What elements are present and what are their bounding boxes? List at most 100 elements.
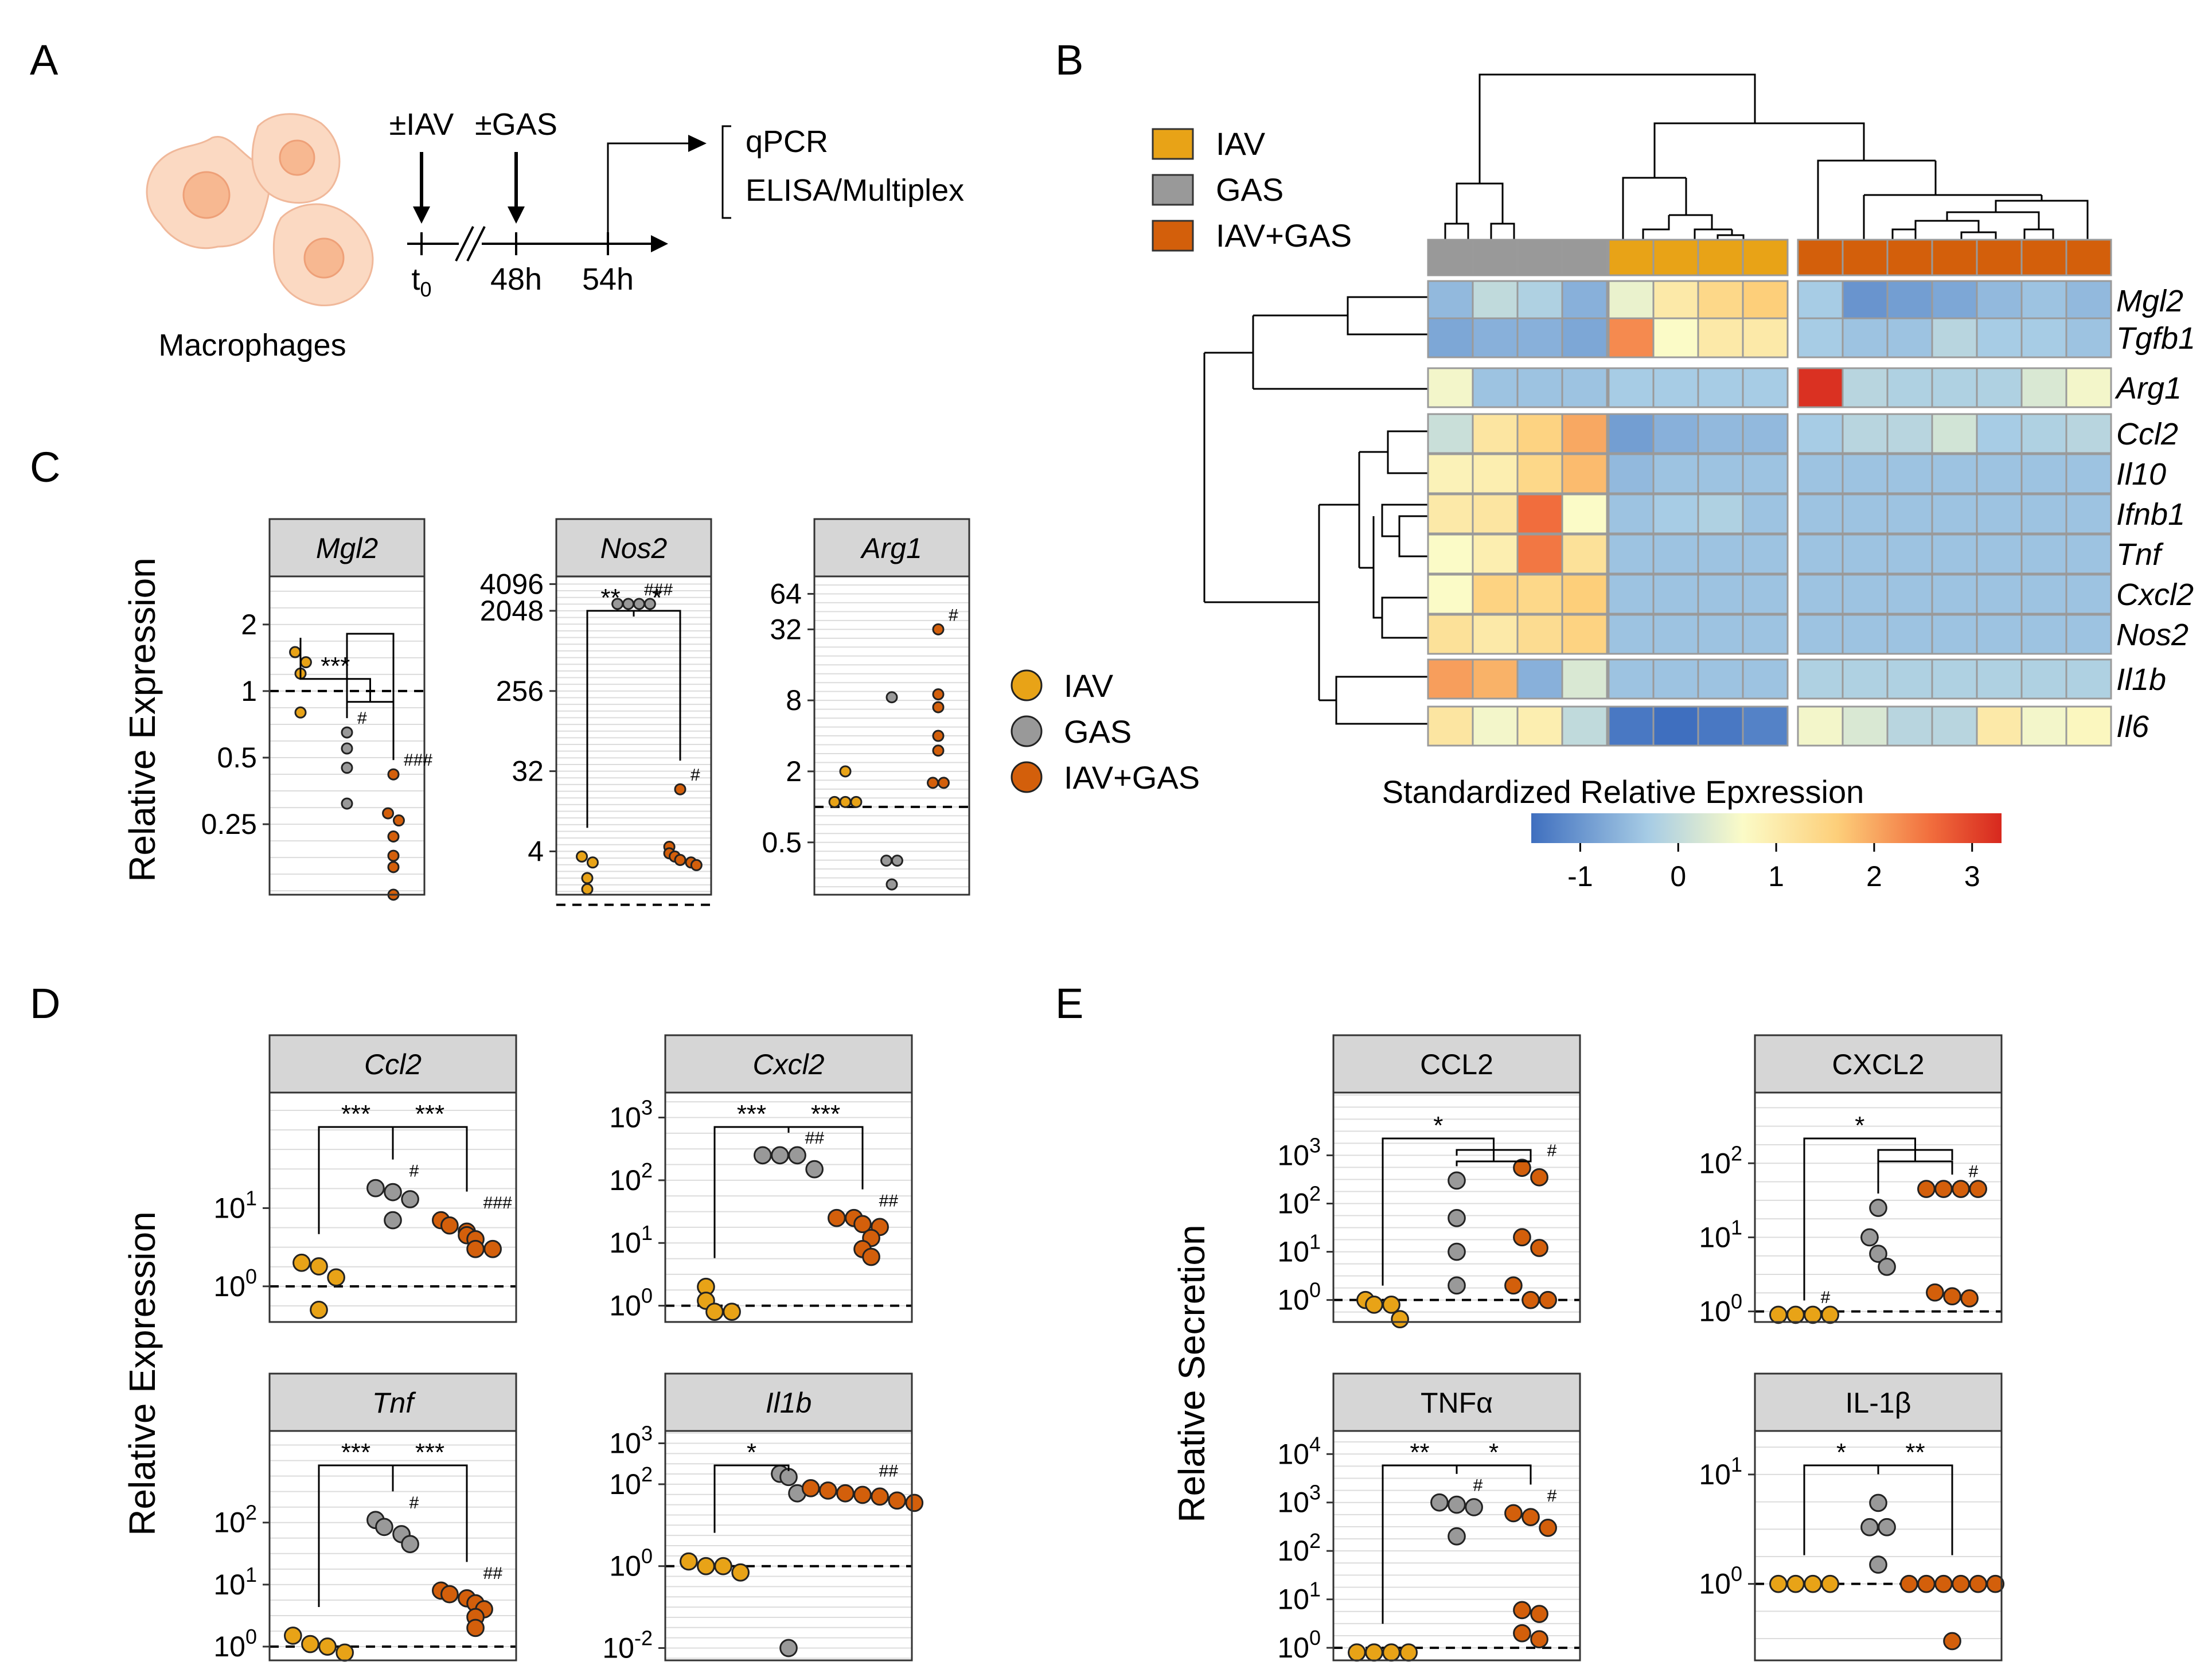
- heatmap-group-annotation-cell: [1472, 239, 1519, 276]
- panel-a-schematic: Macrophages ±IAV ±GAS t0 48h 54h qPCR EL…: [146, 107, 964, 362]
- heatmap-cell: [1652, 658, 1699, 700]
- significance-label: ***: [415, 1100, 444, 1128]
- data-point: [1769, 1574, 1788, 1593]
- heatmap-legend-iav: IAV: [1216, 126, 1266, 162]
- y-tick-label: 100: [1277, 1626, 1321, 1664]
- facet-cxcl2: CXCL2 100 101 102 * # #: [1699, 1034, 2003, 1328]
- hash-label: #: [690, 766, 700, 785]
- data-point: [1869, 1555, 1887, 1574]
- heatmap-cell: [1797, 533, 1844, 575]
- facet-title: Ccl2: [364, 1048, 422, 1081]
- heatmap-cell: [1608, 614, 1655, 655]
- macrophages-label: Macrophages: [158, 328, 346, 362]
- data-point: [581, 883, 594, 895]
- heatmap-group-annotation-cell: [1561, 239, 1608, 276]
- data-point: [1448, 1276, 1466, 1295]
- panel-label-a: A: [30, 36, 58, 84]
- heatmap-group-annotation-cell: [1842, 239, 1889, 276]
- data-point: [888, 1491, 907, 1510]
- heatmap-group-annotation-cell: [1886, 239, 1933, 276]
- y-tick-label: 101: [1699, 1215, 1742, 1253]
- comparison-bracket: [1877, 1149, 1953, 1180]
- data-point: [788, 1146, 806, 1165]
- data-point: [705, 1302, 724, 1321]
- heatmap-cell: [1976, 413, 2023, 454]
- heatmap-cell: [1561, 413, 1608, 454]
- data-point: [1348, 1643, 1366, 1662]
- y-tick-label: 100: [213, 1265, 257, 1302]
- comparison-bracket: [1382, 1464, 1458, 1624]
- data-point: [891, 855, 903, 867]
- heatmap-legend-gas: GAS: [1216, 171, 1283, 208]
- data-point: [885, 878, 898, 891]
- data-point: [674, 783, 686, 795]
- data-point: [1943, 1287, 1961, 1306]
- heatmap-gene-label: Arg1: [2115, 371, 2182, 405]
- heatmap-cell: [1652, 367, 1699, 408]
- data-point: [697, 1557, 715, 1575]
- plot-frame: [268, 575, 426, 896]
- y-tick-label: 4: [528, 835, 544, 867]
- heatmap-cell: [1742, 658, 1789, 700]
- y-tick-label: 32: [512, 755, 544, 787]
- heatmap-cell: [1472, 280, 1519, 321]
- heatmap-cell: [2020, 413, 2067, 454]
- heatmap-cell: [1742, 453, 1789, 494]
- heatmap-cell: [1561, 658, 1608, 700]
- data-point: [1943, 1632, 1961, 1651]
- data-point: [723, 1302, 741, 1321]
- data-point: [335, 1643, 354, 1662]
- heatmap-cell: [1652, 493, 1699, 535]
- facet-strip: [664, 1372, 913, 1432]
- heatmap-cell: [2020, 453, 2067, 494]
- data-point: [1899, 1574, 1918, 1593]
- y-tick-label: 100: [1277, 1278, 1321, 1316]
- heatmap-cell: [1931, 574, 1978, 615]
- heatmap-cell: [1561, 453, 1608, 494]
- heatmap-cell: [1886, 533, 1933, 575]
- data-point: [1539, 1290, 1557, 1309]
- significance-label: *: [1836, 1438, 1846, 1467]
- heatmap-cell: [1931, 317, 1978, 358]
- data-point: [1969, 1180, 1987, 1198]
- y-tick-label: 2: [241, 609, 257, 641]
- heatmap-cell: [1886, 493, 1933, 535]
- heatmap-cell: [1472, 533, 1519, 575]
- panel-e-ylabel: Relative Secretion: [1171, 1224, 1212, 1522]
- plot-frame: [1754, 1430, 2003, 1662]
- significance-label: ***: [321, 652, 350, 680]
- heatmap-cell: [1427, 658, 1474, 700]
- heatmap-cell: [1886, 453, 1933, 494]
- heatmap-cell: [1516, 493, 1563, 535]
- significance-label: ***: [415, 1438, 444, 1467]
- data-point: [1934, 1574, 1953, 1593]
- t0-label: t: [411, 262, 420, 297]
- data-point: [1530, 1168, 1548, 1187]
- comparison-bracket: [713, 1464, 790, 1533]
- heatmap-cell: [1886, 705, 1933, 747]
- data-point: [932, 730, 945, 742]
- comparison-bracket: [346, 633, 395, 746]
- heatmap-cell: [1931, 614, 1978, 655]
- colorbar-tick-label: -1: [1567, 860, 1593, 892]
- heatmap-cell: [1561, 533, 1608, 575]
- t48-label: 48h: [490, 262, 542, 297]
- heatmap-cell: [1931, 413, 1978, 454]
- heatmap-gene-label: Il6: [2116, 709, 2149, 744]
- heatmap-cell: [1472, 574, 1519, 615]
- heatmap-cell: [1608, 705, 1655, 747]
- heatmap-cell: [1886, 574, 1933, 615]
- comparison-bracket: [346, 701, 395, 760]
- y-tick-label: 100: [213, 1625, 257, 1663]
- heatmap-cell: [1608, 280, 1655, 321]
- data-point: [392, 814, 405, 827]
- heatmap-cell: [1797, 705, 1844, 747]
- data-point: [387, 861, 400, 873]
- data-point: [310, 1257, 328, 1276]
- heatmap-gene-label: Ccl2: [2116, 417, 2178, 451]
- legend-gas-dot: [1011, 715, 1043, 747]
- hash-label: ##: [879, 1191, 899, 1210]
- heatmap-cell: [2020, 614, 2067, 655]
